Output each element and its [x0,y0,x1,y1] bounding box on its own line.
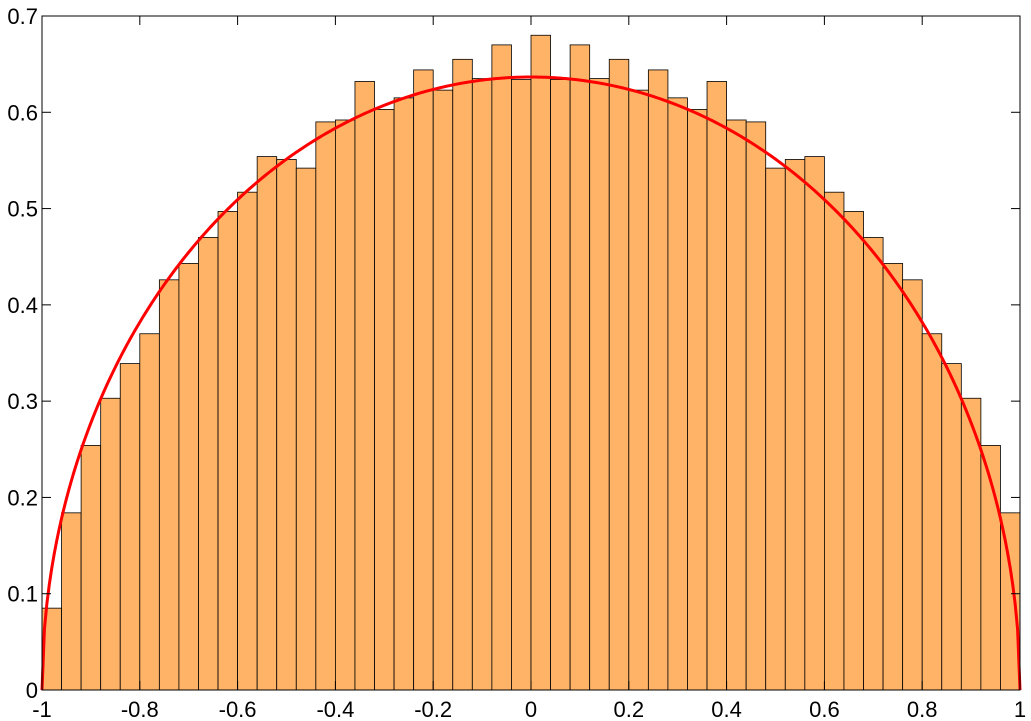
histogram-bar [100,397,121,691]
x-axis: -1 -0.8 -0.6 -0.4 -0.2 0 0.2 0.4 0.6 0.8 1 [32,16,1026,721]
histogram-bar [687,108,708,691]
histogram-bar [295,167,317,691]
histogram-bar [217,211,238,691]
histogram-bar [628,89,649,691]
y-tick-label: 0.7 [7,4,38,29]
histogram-bar [237,191,258,691]
x-tick-label: 0.6 [809,697,840,721]
x-tick-label: 0.2 [614,697,645,721]
histogram-bar [784,159,806,691]
histogram-bar [843,211,864,691]
histogram-bar [119,363,141,691]
histogram-bar [374,108,395,691]
x-tick-label: -0.8 [121,697,159,721]
bars-group [41,34,1021,691]
y-tick-label: 0.2 [7,485,38,510]
y-tick-label: 0.6 [7,100,38,125]
histogram-bar [334,119,356,691]
histogram-bar [198,237,219,691]
histogram-bar [647,69,669,691]
y-tick-label: 0.5 [7,197,38,222]
histogram-bar [315,121,336,691]
histogram-bar [882,263,904,691]
histogram-bar [530,34,551,691]
histogram-bar [354,81,375,691]
histogram-bar [80,445,102,691]
histogram-bar [256,156,278,691]
histogram-bar [863,237,884,691]
histogram-bar [765,167,786,691]
histogram-bar [941,363,962,691]
histogram-bar [432,89,454,691]
x-tick-label: -0.6 [219,697,257,721]
x-tick-label: 1 [1014,697,1026,721]
histogram-bar [667,97,688,691]
histogram-bar [745,121,767,691]
histogram-bar [1000,512,1021,691]
x-tick-label: -0.4 [316,697,354,721]
x-tick-label: -1 [32,697,52,721]
y-tick-label: 0.1 [7,582,38,607]
histogram-bar [452,58,473,691]
histogram-bar [139,333,160,691]
histogram-bar [471,78,493,691]
semicircle-density-curve [40,75,1022,691]
histogram-bar [413,69,434,691]
histogram-bar [491,44,512,691]
histogram-bar [726,119,747,691]
x-tick-label: 0.4 [711,697,742,721]
histogram-bar [550,79,571,691]
y-tick-label: 0 [26,678,38,703]
x-tick-label: 0.8 [907,697,938,721]
histogram-bar [608,58,630,691]
histogram-bar [158,279,180,691]
histogram-bar [393,97,415,691]
histogram-bar [569,44,591,691]
histogram-bar [511,79,532,691]
histogram-bar [902,279,923,691]
histogram-bar [276,159,297,691]
histogram-bar [824,191,845,691]
histogram-bar [804,156,825,691]
histogram-bar [61,512,82,691]
histogram-bar [706,81,727,691]
y-tick-label: 0.4 [7,293,38,318]
histogram-bar [589,78,610,691]
y-tick-label: 0.3 [7,389,38,414]
x-tick-label: 0 [525,697,537,721]
histogram-bar [178,263,199,691]
x-tick-label: -0.2 [414,697,452,721]
y-axis: 0 0.1 0.2 0.3 0.4 0.5 0.6 0.7 [7,4,1020,703]
histogram-bar [921,333,943,691]
